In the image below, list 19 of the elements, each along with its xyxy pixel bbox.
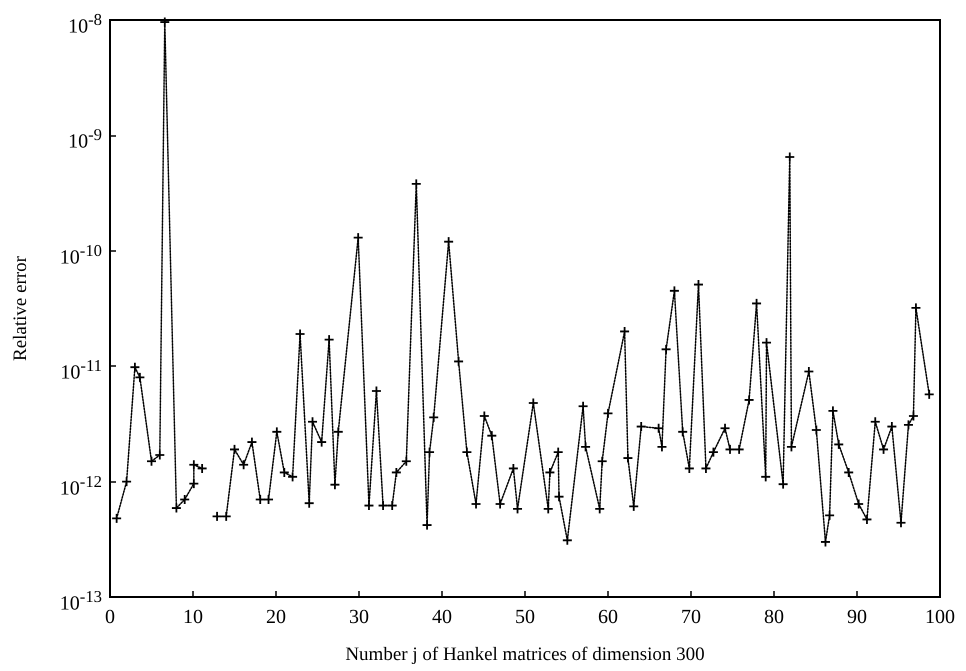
x-tick-label: 30 (349, 606, 369, 628)
y-tick-label: 10$^{-9}$ (68, 124, 102, 156)
x-tick-label: 70 (681, 606, 701, 628)
x-tick-label: 20 (266, 606, 286, 628)
y-tick-label: 10$^{-8}$ (68, 9, 102, 40)
y-tick-label: 10$^{-13}$ (60, 586, 102, 617)
y-tick-label: 10$^{-11}$ (60, 355, 102, 386)
y-tick-label: 10$^{-12}$ (60, 470, 102, 502)
x-tick-label: 60 (598, 606, 618, 628)
y-axis-title: Relative error (10, 255, 31, 361)
x-tick-label: 0 (105, 606, 115, 628)
x-axis-title: Number j of Hankel matrices of dimension 300 (345, 644, 705, 665)
x-tick-label: 40 (432, 606, 452, 628)
x-tick-label: 80 (764, 606, 784, 628)
y-tick-label: 10$^{-10}$ (60, 240, 102, 270)
x-tick-label: 50 (515, 606, 535, 628)
x-tick-label: 90 (847, 606, 867, 628)
x-tick-label: 100 (925, 606, 955, 628)
x-tick-label: 10 (183, 606, 203, 628)
